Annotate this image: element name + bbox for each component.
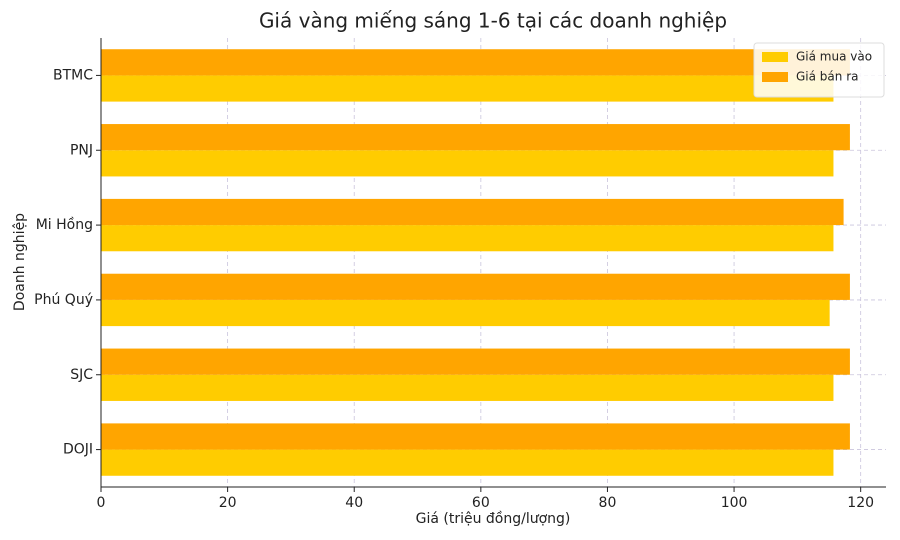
legend-label: Giá mua vào <box>796 50 872 64</box>
x-axis-label: Giá (triệu đồng/lượng) <box>416 510 571 527</box>
x-tick-label: 100 <box>721 495 748 511</box>
bar <box>101 49 850 76</box>
y-tick-label: SJC <box>70 367 93 383</box>
bar <box>101 449 834 476</box>
x-tick-label: 0 <box>97 495 106 511</box>
x-tick-label: 40 <box>345 495 363 511</box>
bar <box>101 299 830 327</box>
bar <box>101 75 834 102</box>
bar <box>101 348 850 375</box>
y-axis-label: Doanh nghiệp <box>12 213 28 311</box>
legend-swatch <box>762 52 788 62</box>
x-tick-label: 60 <box>472 495 490 511</box>
bar <box>101 374 834 401</box>
y-tick-label: PNJ <box>70 142 93 158</box>
y-tick-label: Phú Quý <box>34 292 93 308</box>
x-tick-label: 20 <box>219 495 237 511</box>
chart-title: Giá vàng miếng sáng 1-6 tại các doanh ng… <box>259 9 727 33</box>
legend-label: Giá bán ra <box>796 70 858 84</box>
bar <box>101 423 850 450</box>
bar <box>101 273 850 300</box>
y-tick-label: Mi Hồng <box>36 216 93 233</box>
x-tick-label: 120 <box>847 495 874 511</box>
bar <box>101 150 834 177</box>
x-tick-label: 80 <box>599 495 617 511</box>
y-tick-label: DOJI <box>63 442 93 458</box>
bar <box>101 225 834 252</box>
legend-swatch <box>762 72 788 82</box>
y-tick-label: BTMC <box>53 67 93 83</box>
bar <box>101 124 850 151</box>
bar <box>101 198 844 226</box>
